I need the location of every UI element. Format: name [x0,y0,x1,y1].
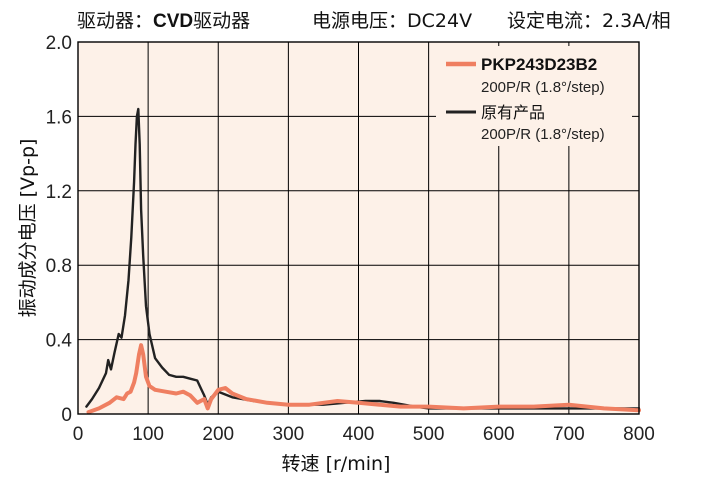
y-tick-label-1: 0.4 [46,331,73,352]
y-tick-label-0: 0 [61,405,72,426]
x-tick-label-7: 700 [553,424,585,445]
y-tick-label-5: 2.0 [46,33,72,54]
header-driver-label: 驱动器： [77,10,153,32]
series-line-old [85,107,641,410]
x-tick-label-2: 200 [202,424,234,445]
series-lines [85,107,641,415]
x-tick-label-4: 400 [343,424,375,445]
x-tick-label-5: 500 [413,424,445,445]
x-tick-label-6: 600 [483,424,515,445]
x-tick-label-8: 800 [623,424,655,445]
series-line-new [86,343,641,415]
y-tick-label-4: 1.6 [46,107,72,128]
plot-frame [77,41,640,415]
legend: PKP243D23B2 200P/R (1.8°/step) 原有产品 200P… [436,46,632,146]
chart-header: 驱动器：CVD驱动器 [77,10,250,32]
x-tick-label-1: 100 [132,424,164,445]
y-tick-label-2: 0.8 [46,256,72,277]
legend-sub-new: 200P/R (1.8°/step) [481,79,605,96]
y-axis-title: 振动成分电压 [Vp-p] [17,139,39,318]
header-voltage: 电源电压：DC24V [312,10,472,32]
legend-name-new: PKP243D23B2 [481,55,597,74]
y-tick-labels: 0 0.4 0.8 1.2 1.6 2.0 [46,33,73,426]
x-axis-title: 转速 [r/min] [282,453,391,475]
y-tick-label-3: 1.2 [46,182,72,203]
x-tick-labels: 0 100 200 300 400 500 600 700 800 [73,424,655,445]
legend-name-old: 原有产品 [481,103,545,122]
x-tick-label-3: 300 [273,424,305,445]
header-current: 设定电流：2.3A/相 [507,10,671,32]
header-driver-suffix: 驱动器 [193,10,250,32]
x-tick-label-0: 0 [73,424,84,445]
header-driver-name: CVD [153,11,193,32]
legend-sub-old: 200P/R (1.8°/step) [481,126,605,143]
